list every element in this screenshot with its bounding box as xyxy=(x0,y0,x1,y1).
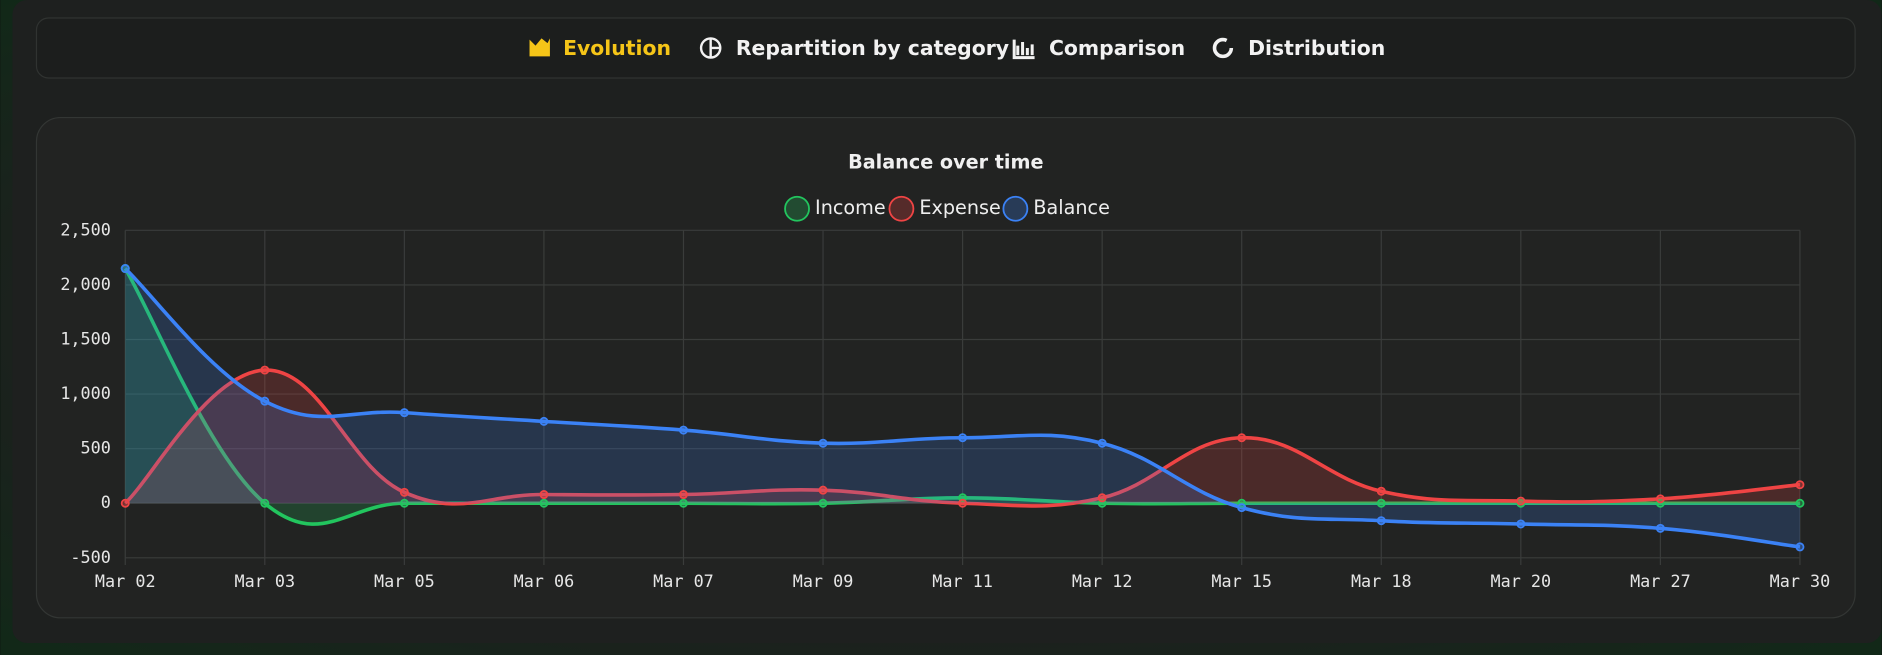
point xyxy=(260,498,270,508)
legend-label: Balance xyxy=(1033,196,1110,219)
point xyxy=(1376,498,1386,508)
x-tick-label: Mar 20 xyxy=(1491,571,1552,591)
point xyxy=(120,264,130,274)
y-tick-label: 0 xyxy=(101,492,111,512)
point xyxy=(818,485,828,495)
x-tick-label: Mar 07 xyxy=(653,571,714,591)
area xyxy=(125,370,1800,507)
x-tick-label: Mar 09 xyxy=(793,571,854,591)
point xyxy=(678,425,688,435)
point xyxy=(1795,498,1805,508)
point xyxy=(678,498,688,508)
tab-icon xyxy=(529,38,550,57)
y-tick-label: 1,500 xyxy=(60,328,111,348)
legend-swatch xyxy=(888,195,915,222)
plot: -500 0 500 1,000 1,500 2,000 2,500 Mar 02 Mar 03… xyxy=(60,195,1831,591)
chart-title: Balance over time xyxy=(848,151,1043,174)
point xyxy=(1376,516,1386,526)
point xyxy=(678,490,688,500)
y-tick-label: 500 xyxy=(81,438,111,458)
point xyxy=(1376,486,1386,496)
legend-label: Expense xyxy=(919,196,1000,219)
tab[interactable]: Evolution xyxy=(529,36,672,60)
point xyxy=(1655,494,1665,504)
x-tick-label: Mar 30 xyxy=(1770,571,1831,591)
point xyxy=(1516,496,1526,506)
point xyxy=(1097,438,1107,448)
point xyxy=(399,498,409,508)
point xyxy=(958,433,968,443)
tab-label: Comparison xyxy=(1049,36,1185,60)
tab[interactable]: Repartition by category xyxy=(699,36,1009,60)
x-tick-label: Mar 06 xyxy=(514,571,575,591)
y-tick-label: 2,500 xyxy=(60,219,111,239)
line xyxy=(124,267,1801,549)
area xyxy=(125,268,1800,547)
legend-label: Income xyxy=(815,196,886,219)
x-tick-label: Mar 12 xyxy=(1072,571,1133,591)
point xyxy=(818,438,828,448)
x-tick-label: Mar 03 xyxy=(234,571,295,591)
tab-bar xyxy=(35,17,1856,79)
point xyxy=(1795,542,1805,552)
point xyxy=(1237,433,1247,443)
tab[interactable]: Distribution xyxy=(1212,36,1386,60)
tab-label: Repartition by category xyxy=(736,36,1009,60)
point xyxy=(1655,523,1665,533)
point xyxy=(260,365,270,375)
point xyxy=(120,498,130,508)
y-tick-label: 2,000 xyxy=(60,274,111,294)
point xyxy=(399,487,409,497)
point xyxy=(539,416,549,426)
legend-swatch xyxy=(1002,195,1029,222)
point xyxy=(958,498,968,508)
tab-icon xyxy=(1212,37,1234,59)
tab-label: Evolution xyxy=(563,36,671,60)
chart-card xyxy=(35,116,1856,619)
x-tick-label: Mar 02 xyxy=(95,571,156,591)
x-tick-label: Mar 05 xyxy=(374,571,435,591)
point xyxy=(1795,480,1805,490)
point xyxy=(539,490,549,500)
y-tick-label: 1,000 xyxy=(60,383,111,403)
point xyxy=(818,498,828,508)
x-tick-label: Mar 18 xyxy=(1351,571,1412,591)
x-tick-label: Mar 11 xyxy=(932,571,993,591)
tab-icon xyxy=(1012,39,1035,60)
tab[interactable]: Comparison xyxy=(1012,36,1185,60)
point xyxy=(399,408,409,418)
tab-icon xyxy=(709,38,721,58)
point xyxy=(1097,493,1107,503)
line xyxy=(124,368,1801,508)
x-tick-label: Mar 27 xyxy=(1630,571,1691,591)
point xyxy=(260,396,270,406)
y-tick-label: -500 xyxy=(70,547,110,567)
legend-swatch xyxy=(784,195,810,222)
point xyxy=(1237,503,1247,513)
x-tick-label: Mar 15 xyxy=(1211,571,1272,591)
point xyxy=(1516,519,1526,529)
point xyxy=(539,498,549,508)
tab-label: Distribution xyxy=(1248,36,1385,60)
